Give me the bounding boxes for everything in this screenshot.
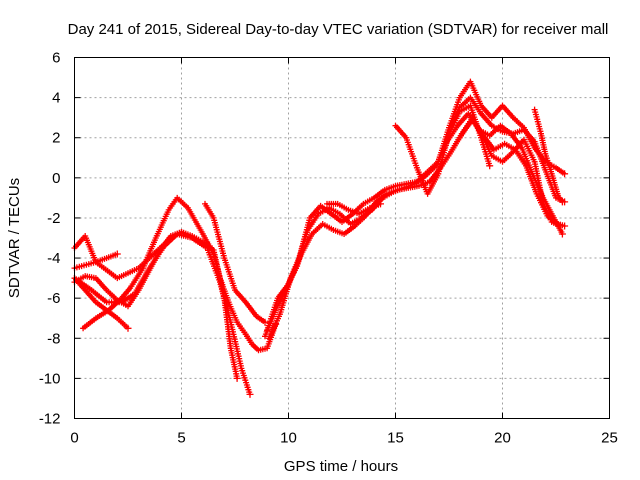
y-tick-label: -2 — [47, 210, 60, 227]
y-tick-label: -8 — [47, 330, 60, 347]
y-tick-label: -6 — [47, 290, 60, 307]
y-tick-label: 6 — [52, 50, 60, 67]
series-track-7 — [202, 200, 269, 326]
series-markers — [324, 200, 384, 217]
x-tick-label: 20 — [494, 430, 511, 447]
x-tick-label: 15 — [387, 430, 404, 447]
series-track-6 — [71, 229, 213, 310]
y-axis-label: SDTVAR / TECUs — [6, 178, 23, 298]
series-track-15 — [531, 106, 566, 206]
series-markers — [531, 106, 566, 206]
y-tick-label: 2 — [52, 130, 60, 147]
series-layer — [71, 78, 569, 398]
series-track-8 — [264, 78, 569, 334]
chart-title: Day 241 of 2015, Sidereal Day-to-day VTE… — [68, 21, 609, 38]
x-axis-label: GPS time / hours — [284, 458, 398, 475]
y-tick-label: 4 — [52, 90, 60, 107]
y-tick-label: 0 — [52, 170, 60, 187]
y-tick-label: -10 — [39, 370, 61, 387]
series-track-14 — [456, 114, 564, 230]
series-line — [266, 80, 566, 332]
series-track-13 — [448, 94, 569, 206]
series-line — [268, 118, 566, 340]
plot-frame — [74, 57, 610, 419]
x-tick-label: 5 — [177, 430, 185, 447]
x-tick-label: 0 — [70, 430, 78, 447]
series-markers — [202, 200, 269, 326]
series-markers — [448, 94, 569, 206]
grid-lines — [74, 57, 610, 419]
y-tick-label: -12 — [39, 411, 61, 428]
series-markers — [264, 78, 569, 334]
series-track-11 — [324, 200, 384, 217]
y-tick-label: -4 — [47, 250, 60, 267]
x-tick-label: 25 — [601, 430, 618, 447]
series-markers — [456, 114, 564, 230]
x-tick-label: 10 — [280, 430, 297, 447]
